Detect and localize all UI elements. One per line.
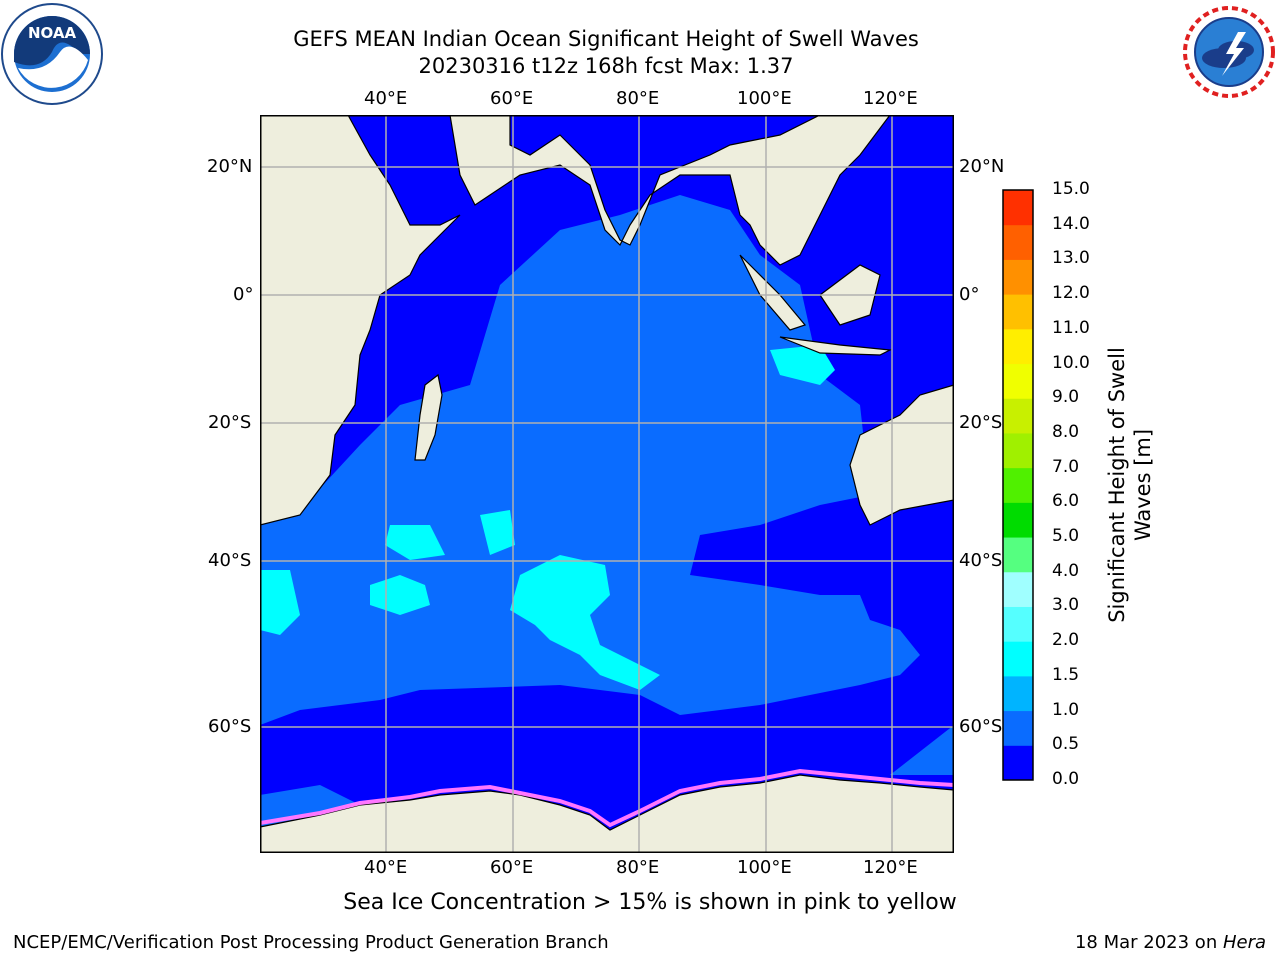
lat-label-right: 20°N (959, 156, 1005, 177)
colorbar-tick-label: 11.0 (1052, 317, 1090, 338)
lat-label-right: 60°S (959, 716, 1003, 737)
lat-label-left: 0° (233, 284, 254, 305)
colorbar-tick-label: 3.0 (1052, 595, 1080, 616)
colorbar-segment (1003, 259, 1033, 295)
swell-cyan-patch (510, 555, 660, 690)
colorbar-tick-label: 8.0 (1052, 421, 1080, 442)
colorbar-tick-label: 15.0 (1052, 179, 1090, 199)
lat-label-right: 0° (959, 284, 980, 305)
land-arabia-india (449, 115, 891, 266)
lon-label-bottom: 60°E (490, 857, 534, 878)
colorbar-segment (1003, 641, 1033, 677)
colorbar-tick-label: 2.0 (1052, 630, 1080, 651)
lon-label-top: 80°E (616, 88, 660, 109)
colorbar-tick-label: 7.0 (1052, 456, 1080, 477)
colorbar-segment (1003, 745, 1033, 781)
lat-label-left: 20°S (208, 412, 252, 433)
colorbar-tick-label: 6.0 (1052, 491, 1080, 512)
colorbar-segment (1003, 606, 1033, 642)
lon-label-top: 40°E (364, 88, 408, 109)
colorbar-segment (1003, 363, 1033, 399)
lon-label-bottom: 120°E (863, 857, 918, 878)
colorbar-segment (1003, 502, 1033, 538)
sea-ice-band (260, 768, 954, 828)
lon-label-top: 100°E (737, 88, 792, 109)
footer-credit: NCEP/EMC/Verification Post Processing Pr… (13, 932, 609, 953)
colorbar-segment (1003, 710, 1033, 746)
nws-logo-icon (1181, 4, 1277, 100)
lon-label-bottom: 80°E (616, 857, 660, 878)
land-antarctica (260, 774, 954, 853)
ocean-map (260, 115, 954, 853)
colorbar-segment (1003, 537, 1033, 573)
colorbar-tick-label: 1.0 (1052, 699, 1080, 720)
colorbar-label: Significant Height of Swell Waves [m] (1105, 347, 1155, 623)
lat-label-left: 40°S (208, 550, 252, 571)
lat-label-left: 20°N (207, 156, 253, 177)
lat-label-right: 20°S (959, 412, 1003, 433)
colorbar-segment (1003, 224, 1033, 260)
colorbar-segment (1003, 571, 1033, 607)
colorbar-segment (1003, 398, 1033, 434)
land-australia (849, 384, 954, 526)
lon-label-top: 60°E (490, 88, 534, 109)
colorbar-tick-label: 10.0 (1052, 352, 1090, 373)
lat-label-left: 60°S (208, 716, 252, 737)
colorbar-tick-label: 0.0 (1052, 769, 1080, 789)
colorbar-tick-label: 9.0 (1052, 387, 1080, 408)
noaa-logo-icon: NOAA (1, 3, 103, 105)
lon-label-bottom: 100°E (737, 857, 792, 878)
colorbar-segment (1003, 467, 1033, 503)
svg-text:NOAA: NOAA (28, 24, 77, 42)
lat-label-right: 40°S (959, 550, 1003, 571)
colorbar-tick-label: 12.0 (1052, 283, 1090, 304)
colorbar-tick-label: 5.0 (1052, 526, 1080, 547)
title-line2: 20230316 t12z 168h fcst Max: 1.37 (418, 54, 794, 78)
sea-ice-note: Sea Ice Concentration > 15% is shown in … (343, 890, 957, 915)
colorbar-tick-label: 13.0 (1052, 248, 1090, 269)
colorbar-tick-label: 4.0 (1052, 560, 1080, 581)
colorbar-segment (1003, 190, 1033, 226)
colorbar-tick-label: 14.0 (1052, 213, 1090, 234)
colorbar-segment (1003, 675, 1033, 712)
colorbar-tick-label: 0.5 (1052, 734, 1080, 755)
colorbar-segment (1003, 432, 1033, 469)
colorbar-segment (1003, 328, 1033, 365)
lon-label-bottom: 40°E (364, 857, 408, 878)
footer-date: 18 Mar 2023 on Hera (1074, 932, 1266, 953)
colorbar-segment (1003, 294, 1033, 330)
title-line1: GEFS MEAN Indian Ocean Significant Heigh… (293, 27, 919, 51)
colorbar-tick-label: 1.5 (1052, 664, 1080, 685)
lon-label-top: 120°E (863, 88, 918, 109)
colorbar (1002, 189, 1034, 781)
